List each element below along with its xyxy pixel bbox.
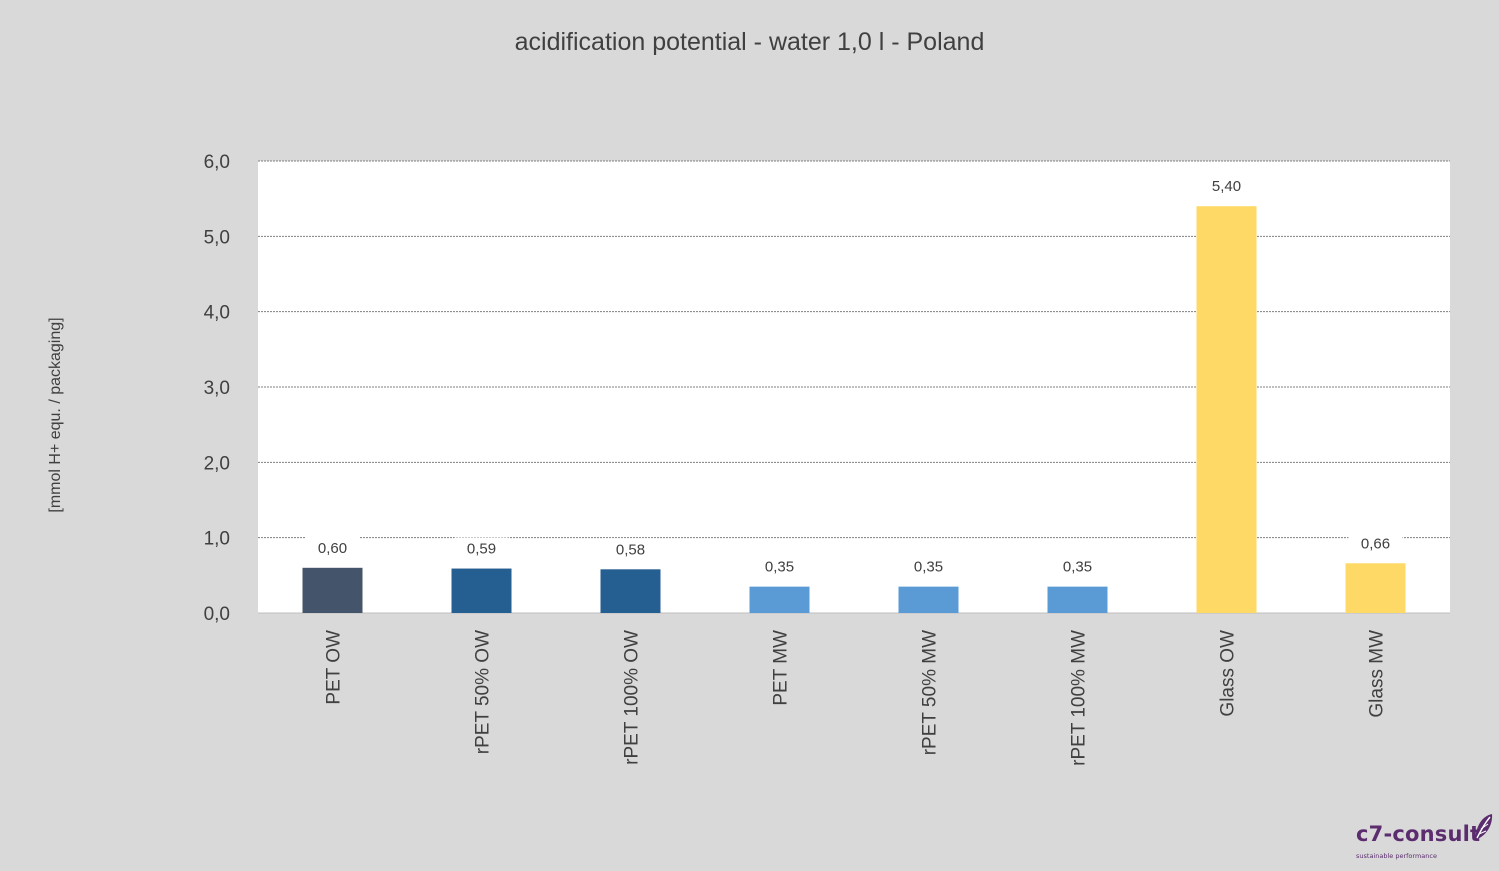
y-tick-label: 3,0: [204, 378, 230, 399]
c7-consult-logo: c7-consult sustainable performance: [1352, 812, 1493, 862]
x-tick-label: rPET 50% MW: [920, 630, 941, 755]
y-tick-label: 0,0: [204, 604, 230, 625]
leaf-logo-icon: [1475, 814, 1493, 840]
data-label-background: [603, 538, 658, 561]
data-label: 0,35: [914, 559, 943, 576]
chart-title: acidification potential - water 1,0 l - …: [514, 28, 985, 56]
data-label-background: [1199, 175, 1254, 198]
bar: [600, 569, 661, 613]
data-label-background: [454, 537, 509, 560]
data-label: 0,35: [765, 559, 794, 576]
data-label-background: [752, 555, 807, 578]
data-label: 0,59: [467, 541, 496, 558]
data-label-background: [1050, 555, 1105, 578]
data-label-background: [901, 555, 956, 578]
x-tick-label: PET OW: [324, 630, 345, 705]
x-tick-label: Glass OW: [1218, 630, 1239, 717]
data-label-background: [1348, 532, 1403, 555]
data-label: 0,66: [1361, 535, 1390, 552]
bar: [302, 567, 363, 613]
logo-wordmark: c7-consult: [1356, 822, 1481, 846]
data-label-background: [305, 536, 360, 559]
data-label: 0,60: [318, 540, 347, 557]
y-tick-label: 5,0: [204, 227, 230, 248]
x-tick-label: rPET 50% OW: [473, 630, 494, 754]
x-tick-label: rPET 100% OW: [622, 630, 643, 765]
bar: [749, 586, 810, 613]
y-tick-label: 6,0: [204, 152, 230, 173]
bar: [1345, 563, 1406, 613]
x-tick-label: PET MW: [771, 630, 792, 706]
y-tick-label: 2,0: [204, 453, 230, 474]
y-tick-label: 1,0: [204, 529, 230, 550]
logo-tagline: sustainable performance: [1356, 852, 1437, 860]
bar: [1047, 586, 1108, 613]
data-label: 0,35: [1063, 559, 1092, 576]
data-label: 5,40: [1212, 178, 1241, 195]
bar: [898, 586, 959, 613]
y-tick-label: 4,0: [204, 303, 230, 324]
data-label: 0,58: [616, 541, 645, 558]
x-tick-label: rPET 100% MW: [1069, 630, 1090, 766]
bar: [451, 568, 512, 613]
x-tick-label: Glass MW: [1367, 630, 1388, 718]
bar: [1196, 206, 1257, 613]
